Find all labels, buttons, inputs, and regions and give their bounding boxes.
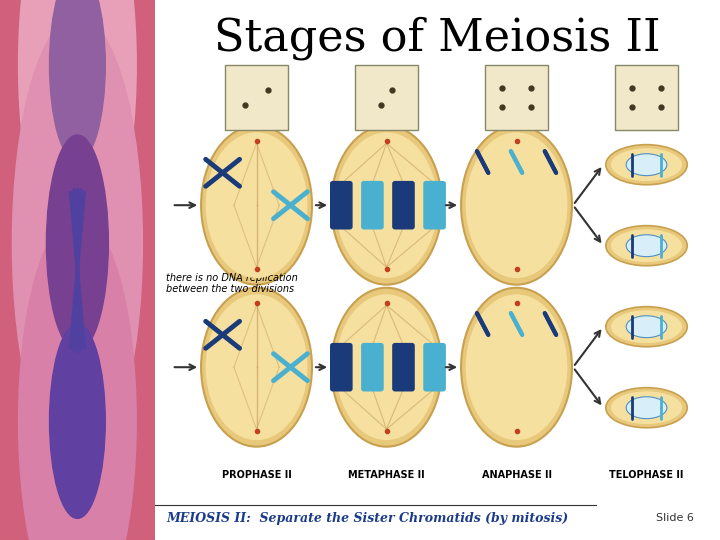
FancyBboxPatch shape <box>392 343 415 391</box>
Ellipse shape <box>206 132 307 278</box>
Ellipse shape <box>331 126 442 285</box>
Text: ANAPHASE II: ANAPHASE II <box>482 470 552 480</box>
FancyBboxPatch shape <box>392 181 415 230</box>
Ellipse shape <box>626 154 667 176</box>
FancyBboxPatch shape <box>616 65 678 130</box>
Ellipse shape <box>466 132 567 278</box>
Ellipse shape <box>626 397 667 418</box>
Ellipse shape <box>201 126 312 285</box>
Ellipse shape <box>461 288 572 447</box>
Text: there is no DNA replication
between the two divisions: there is no DNA replication between the … <box>166 273 298 294</box>
Text: METAPHASE II: METAPHASE II <box>348 470 425 480</box>
Ellipse shape <box>611 392 682 424</box>
Text: MEIOSIS II:  Separate the Sister Chromatids (by mitosis): MEIOSIS II: Separate the Sister Chromati… <box>166 512 568 525</box>
Text: Slide 6: Slide 6 <box>656 514 694 523</box>
FancyBboxPatch shape <box>330 343 353 391</box>
Ellipse shape <box>606 388 687 428</box>
FancyBboxPatch shape <box>423 181 446 230</box>
FancyBboxPatch shape <box>330 181 353 230</box>
Ellipse shape <box>461 126 572 285</box>
Ellipse shape <box>331 288 442 447</box>
Circle shape <box>19 0 136 270</box>
Ellipse shape <box>611 148 682 181</box>
FancyBboxPatch shape <box>225 65 287 130</box>
Circle shape <box>50 0 105 162</box>
Ellipse shape <box>611 310 682 343</box>
FancyBboxPatch shape <box>485 65 548 130</box>
Text: Stages of Meiosis II: Stages of Meiosis II <box>214 16 661 59</box>
Ellipse shape <box>606 226 687 266</box>
FancyBboxPatch shape <box>423 343 446 391</box>
FancyBboxPatch shape <box>361 343 384 391</box>
FancyBboxPatch shape <box>361 181 384 230</box>
Circle shape <box>46 135 109 351</box>
Ellipse shape <box>201 288 312 447</box>
Text: PROPHASE II: PROPHASE II <box>222 470 292 480</box>
Ellipse shape <box>336 294 438 440</box>
Circle shape <box>50 324 105 518</box>
Text: TELOPHASE II: TELOPHASE II <box>609 470 684 480</box>
Ellipse shape <box>611 230 682 262</box>
Ellipse shape <box>626 235 667 256</box>
Ellipse shape <box>336 132 438 278</box>
Ellipse shape <box>626 316 667 338</box>
Circle shape <box>19 216 136 540</box>
Circle shape <box>12 16 143 470</box>
FancyBboxPatch shape <box>356 65 418 130</box>
Ellipse shape <box>606 307 687 347</box>
Ellipse shape <box>206 294 307 440</box>
Ellipse shape <box>606 145 687 185</box>
Ellipse shape <box>466 294 567 440</box>
